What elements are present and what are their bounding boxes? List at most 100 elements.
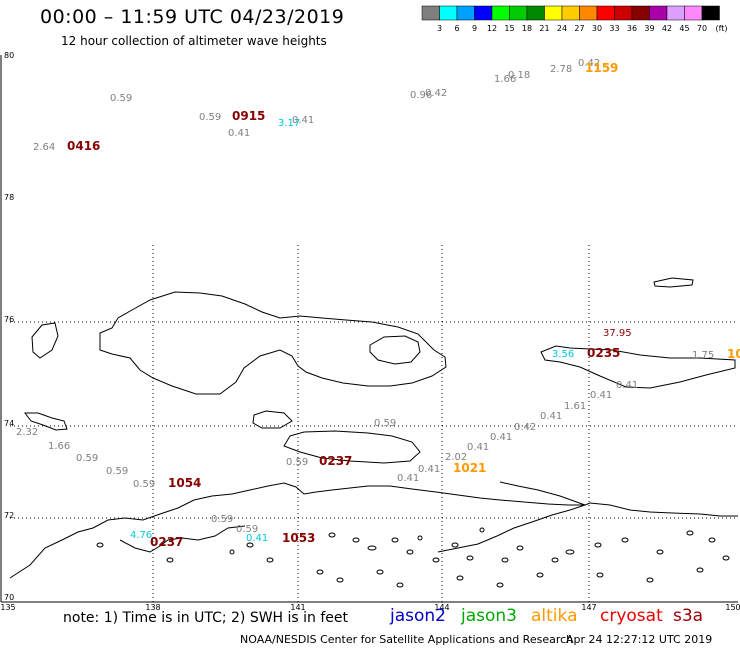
wave-height-label: 0.41 (292, 115, 314, 126)
wave-height-label: 2.32 (16, 427, 38, 438)
pass-time-label: 1053 (282, 531, 315, 545)
wave-height-label: 1.75 (692, 350, 714, 361)
wave-height-label: 0.41 (616, 380, 638, 391)
latitude-tick-label: 72 (4, 511, 14, 520)
latitude-tick-label: 76 (4, 315, 14, 324)
mission-s3a: s3a (673, 606, 704, 626)
wave-height-label: 0.59 (106, 466, 128, 477)
legend-label: 3 (437, 24, 442, 33)
legend-swatch (684, 5, 703, 21)
legend-label: 27 (574, 24, 584, 33)
legend-swatch (614, 5, 633, 21)
faddeyevsky-bay (369, 335, 421, 365)
wave-height-label: 0.42 (578, 58, 600, 69)
longitude-tick-label: 138 (145, 603, 160, 612)
wave-height-label: 1.61 (564, 401, 586, 412)
wave-height-label: 0.59 (133, 479, 155, 490)
legend-swatch (526, 5, 545, 21)
wave-height-label: 2.78 (550, 64, 572, 75)
new-siberia-island (540, 345, 736, 389)
credit-line: NOAA/NESDIS Center for Satellite Applica… (240, 633, 574, 646)
legend-label: 24 (557, 24, 567, 33)
legend-swatch (701, 5, 720, 21)
legend-swatch (439, 5, 458, 21)
mission-jason3: jason3 (461, 606, 517, 626)
wave-height-label: 0.42 (514, 422, 536, 433)
latitude-tick-label: 74 (4, 419, 14, 428)
map-subtitle: 12 hour collection of altimeter wave hei… (61, 34, 327, 48)
mission-altika: altika (531, 606, 578, 626)
wave-height-label: 2.02 (445, 452, 467, 463)
legend-swatch (579, 5, 598, 21)
legend-label: 42 (662, 24, 672, 33)
legend-swatch (491, 5, 510, 21)
wave-height-label: 0.18 (508, 70, 530, 81)
legend-label: 70 (697, 24, 707, 33)
wave-height-label: 0.59 (110, 93, 132, 104)
wave-height-label: 4.76 (130, 530, 152, 541)
wave-height-label: 0.96 (410, 90, 432, 101)
legend-label: 33 (609, 24, 619, 33)
wave-height-label: 0.59 (286, 457, 308, 468)
legend-label: 18 (522, 24, 532, 33)
legend-label: 6 (454, 24, 459, 33)
belkovsky-island (252, 410, 293, 429)
legend-label: 9 (472, 24, 477, 33)
legend-swatch (596, 5, 615, 21)
wave-height-label: 0.41 (540, 411, 562, 422)
wave-height-label: 0.41 (397, 473, 419, 484)
wave-height-label: 2.64 (33, 142, 55, 153)
legend-label: 12 (487, 24, 497, 33)
wave-height-label: 0.41 (228, 128, 250, 139)
legend-label: 45 (679, 24, 689, 33)
wave-height-label: 0.41 (418, 464, 440, 475)
plot-frame (0, 55, 738, 603)
shore-south (119, 525, 246, 553)
wave-height-label: 0.59 (211, 514, 233, 525)
legend-swatch (474, 5, 493, 21)
legend-label: 21 (539, 24, 549, 33)
generated-timestamp: Apr 24 12:27:12 UTC 2019 (566, 633, 713, 646)
legend-swatch (509, 5, 528, 21)
legend-swatch (561, 5, 580, 21)
pass-time-label: 1021 (453, 461, 486, 475)
longitude-tick-label: 150 (725, 603, 740, 612)
island-north (653, 277, 694, 288)
mainland-coast (9, 482, 738, 579)
wave-height-label: 0.59 (199, 112, 221, 123)
wave-height-label: 0.42 (425, 88, 447, 99)
latitude-tick-label: 80 (4, 51, 14, 60)
legend-unit-label: (ft) (716, 24, 728, 33)
longitude-tick-label: 135 (0, 603, 15, 612)
longitude-tick-label: 141 (290, 603, 305, 612)
wave-height-label: 0.59 (76, 453, 98, 464)
pass-time-label: 0237 (150, 535, 183, 549)
pass-time-label: 1054 (168, 476, 201, 490)
coastlines (9, 277, 738, 588)
pass-time-label: 1159 (585, 61, 618, 75)
legend-label: 15 (504, 24, 514, 33)
wave-height-label: 0.41 (246, 533, 268, 544)
delta-channel (499, 481, 586, 506)
map-title: 00:00 – 11:59 UTC 04/23/2019 (40, 6, 345, 28)
legend-swatch (649, 5, 668, 21)
island-west (31, 322, 59, 359)
legend-swatch (666, 5, 685, 21)
little-lyakhovsky (283, 430, 421, 464)
kotelny-island (99, 291, 447, 395)
wave-height-label: 37.95 (603, 328, 632, 339)
wave-height-label: 3.17 (278, 118, 300, 129)
pass-time-label: 0235 (587, 346, 620, 360)
wave-height-label: 0.41 (467, 442, 489, 453)
wave-height-label: 0.41 (590, 390, 612, 401)
legend-label: 36 (627, 24, 637, 33)
longitude-tick-label: 144 (434, 603, 449, 612)
wave-height-label: 3.56 (552, 349, 574, 360)
color-legend: 3 6 9 12 15 18 21 24 27 30 33 36 39 42 45 70 (ft) (421, 5, 728, 33)
wave-height-label: 0.41 (490, 432, 512, 443)
legend-swatch (631, 5, 650, 21)
pass-time-label: 0416 (67, 139, 100, 153)
longitude-tick-label: 147 (581, 603, 596, 612)
mission-jason2: jason2 (390, 606, 446, 626)
